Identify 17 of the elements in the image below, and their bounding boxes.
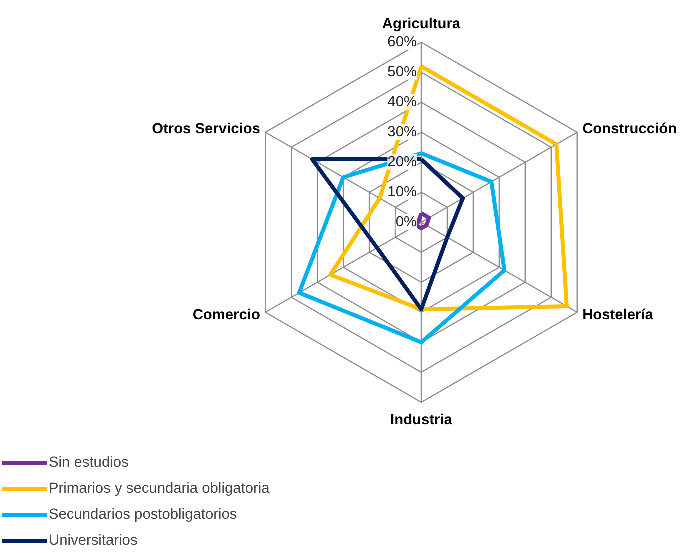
y-tick-label: 0%	[396, 214, 418, 230]
y-tick-label: 30%	[388, 124, 418, 140]
spoke-label: Otros Servicios	[152, 122, 260, 138]
y-tick-label: 60%	[388, 34, 418, 50]
spoke-label: Construcción	[582, 122, 678, 138]
y-tick-label: 20%	[388, 154, 418, 170]
spoke-label: Industria	[390, 412, 454, 428]
y-tick-label: 10%	[388, 184, 418, 200]
spoke-label: Agricultura	[382, 16, 462, 32]
spoke-label: Comercio	[192, 308, 260, 324]
legend-label: Sin estudios	[49, 455, 129, 471]
legend-label: Primarios y secundaria obligatoria	[49, 481, 270, 497]
y-tick-label: 50%	[388, 64, 418, 80]
spoke-label: Hostelería	[582, 308, 654, 324]
legend-label: Universitarios	[49, 533, 138, 549]
legend-label: Secundarios postobligatorios	[49, 507, 238, 523]
y-tick-label: 40%	[388, 94, 418, 110]
